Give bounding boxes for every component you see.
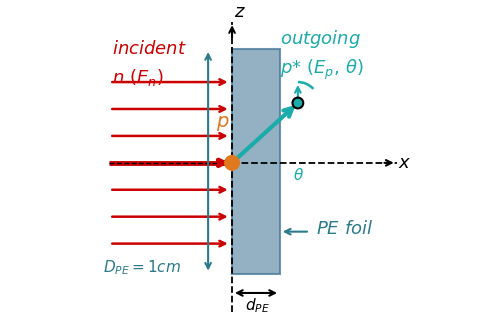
Text: $\mathit{PE\ foil}$: $\mathit{PE\ foil}$	[316, 220, 373, 238]
Text: $d_{\mathit{PE}}$: $d_{\mathit{PE}}$	[245, 296, 270, 315]
Bar	[232, 49, 280, 273]
Text: $D_{\mathit{PE}}=1cm$: $D_{\mathit{PE}}=1cm$	[104, 258, 182, 277]
Circle shape	[292, 98, 304, 108]
Text: $x$: $x$	[398, 154, 411, 172]
Text: $\mathit{p}$: $\mathit{p}$	[216, 114, 229, 133]
Circle shape	[226, 156, 238, 169]
Text: $\mathit{p}$* $(\mathit{E}_\mathit{p},\,\mathit{\theta})$: $\mathit{p}$* $(\mathit{E}_\mathit{p},\,…	[280, 58, 363, 82]
Text: $z$: $z$	[234, 3, 246, 21]
Text: $\mathit{n}\ (\mathit{E}_\mathit{n})$: $\mathit{n}\ (\mathit{E}_\mathit{n})$	[112, 67, 164, 88]
Text: $\mathit{\theta}$: $\mathit{\theta}$	[294, 167, 304, 183]
Text: $\mathit{outgoing}$: $\mathit{outgoing}$	[280, 28, 361, 50]
Text: $\mathit{incident}$: $\mathit{incident}$	[112, 40, 187, 58]
